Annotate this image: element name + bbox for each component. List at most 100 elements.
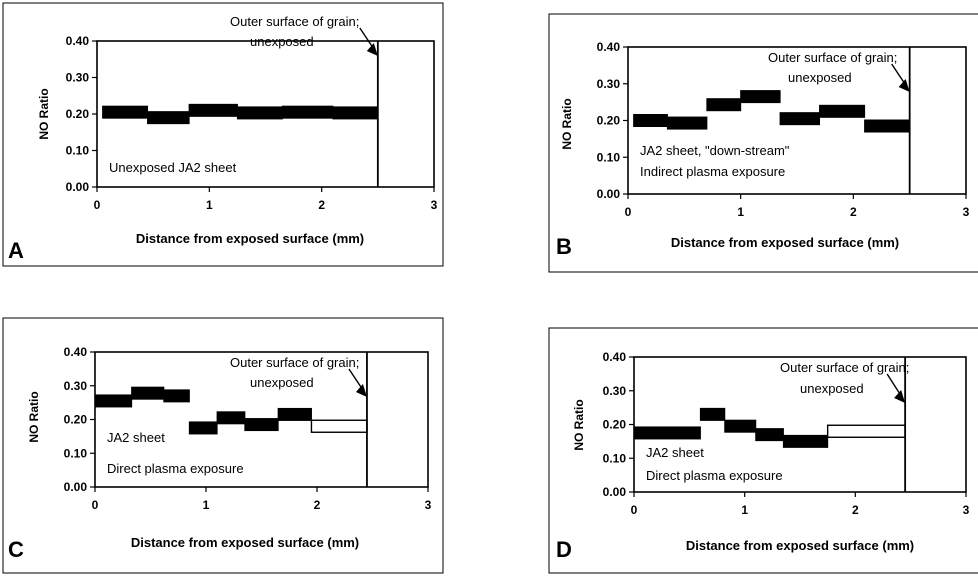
annotation-text: unexposed: [800, 381, 864, 396]
x-tick-label: 2: [318, 198, 325, 212]
chart-panel-c: 0.00 0.10 0.20 0.30 0.40 0 1 2 3 Outer surface of…: [2, 317, 444, 574]
x-tick-label: 3: [431, 198, 438, 212]
x-axis-title: Distance from exposed surface (mm): [131, 535, 359, 550]
data-segment: [216, 411, 246, 425]
panel-letter: A: [8, 238, 24, 263]
annotation-text: Outer surface of grain;: [230, 355, 359, 370]
data-segment-open: [310, 419, 368, 433]
data-segment: [755, 428, 784, 442]
y-tick-label: 0.40: [597, 40, 621, 54]
annotation-arrowhead: [894, 390, 906, 403]
sample-label: Direct plasma exposure: [646, 468, 783, 483]
plot-area: [633, 356, 967, 493]
y-axis-title: NO Ratio: [560, 98, 574, 149]
y-tick-label: 0.30: [64, 379, 88, 393]
y-tick-label: 0.00: [597, 187, 621, 201]
sample-label: JA2 sheet: [107, 430, 165, 445]
data-segment: [740, 90, 781, 104]
panel-frame: [548, 13, 978, 273]
x-axis-title: Distance from exposed surface (mm): [671, 235, 899, 250]
data-segment: [147, 111, 190, 125]
y-axis-title: NO Ratio: [572, 399, 586, 450]
y-tick-label: 0.30: [597, 77, 621, 91]
annotation-arrowhead: [366, 43, 378, 56]
data-segment: [281, 105, 334, 119]
x-axis-title: Distance from exposed surface (mm): [136, 231, 364, 246]
y-axis-title: NO Ratio: [27, 391, 41, 442]
y-tick-label: 0.20: [603, 418, 627, 432]
data-segment: [244, 418, 279, 432]
x-tick-label: 3: [963, 503, 970, 517]
data-segment: [633, 114, 668, 127]
data-segment: [819, 104, 866, 118]
y-tick-label: 0.30: [66, 71, 90, 85]
data-segment: [236, 106, 283, 120]
y-tick-label: 0.10: [66, 144, 90, 158]
x-tick-label: 2: [852, 503, 859, 517]
x-tick-label: 0: [625, 205, 632, 219]
data-segment: [706, 98, 742, 112]
y-tick-label: 0.10: [603, 451, 627, 465]
data-segment: [724, 419, 757, 433]
data-segment: [633, 426, 701, 440]
data-segment: [131, 386, 165, 400]
data-segment: [779, 112, 821, 126]
data-segment: [94, 394, 133, 408]
annotation-arrowhead: [898, 79, 910, 92]
y-tick-label: 0.00: [64, 480, 88, 494]
data-segment: [277, 407, 312, 421]
sample-label: JA2 sheet, "down-stream": [640, 143, 790, 158]
x-tick-label: 1: [737, 205, 744, 219]
y-tick-label: 0.20: [66, 107, 90, 121]
data-segment: [782, 434, 829, 448]
y-tick-label: 0.40: [603, 350, 627, 364]
annotation-text: unexposed: [788, 70, 852, 85]
sample-label: JA2 sheet: [646, 445, 704, 460]
y-tick-label: 0.10: [64, 446, 88, 460]
chart-panel-d: 0.00 0.10 0.20 0.30 0.40 0 1 2 3 Outer surface of…: [548, 327, 978, 574]
data-segment: [864, 119, 911, 133]
data-segment: [699, 407, 726, 421]
x-tick-label: 3: [425, 498, 432, 512]
sample-label: Direct plasma exposure: [107, 461, 244, 476]
x-tick-label: 0: [94, 198, 101, 212]
annotation-arrowhead: [355, 384, 367, 397]
data-segment: [332, 106, 379, 120]
x-tick-label: 1: [206, 198, 213, 212]
x-tick-label: 0: [631, 503, 638, 517]
annotation-text: unexposed: [250, 375, 314, 390]
x-tick-label: 1: [203, 498, 210, 512]
annotation-text: unexposed: [250, 34, 314, 49]
data-segment: [188, 103, 238, 117]
panel-letter: D: [556, 537, 572, 562]
data-segment: [188, 421, 218, 435]
panel-frame: [2, 317, 444, 574]
y-axis-title: NO Ratio: [37, 88, 51, 139]
y-tick-label: 0.40: [64, 345, 88, 359]
sample-label: Indirect plasma exposure: [640, 164, 785, 179]
y-tick-label: 0.40: [66, 34, 90, 48]
x-tick-label: 1: [741, 503, 748, 517]
data-segment: [163, 389, 190, 403]
data-segment-open: [826, 424, 906, 438]
sample-label: Unexposed JA2 sheet: [109, 160, 237, 175]
y-tick-label: 0.20: [64, 413, 88, 427]
y-tick-label: 0.10: [597, 150, 621, 164]
panel-frame: [548, 327, 978, 574]
x-tick-label: 0: [92, 498, 99, 512]
annotation-text: Outer surface of grain;: [780, 360, 909, 375]
y-tick-label: 0.00: [603, 485, 627, 499]
x-axis-title: Distance from exposed surface (mm): [686, 538, 914, 553]
data-segment: [102, 105, 149, 119]
chart-panel-b: 0.00 0.10 0.20 0.30 0.40 0 1 2 3 Outer surface of…: [548, 13, 978, 273]
x-tick-label: 2: [314, 498, 321, 512]
annotation-text: Outer surface of grain;: [768, 50, 897, 65]
panel-frame: [2, 2, 444, 267]
panel-letter: B: [556, 234, 572, 259]
chart-panel-a: 0.00 0.10 0.20 0.30 0.40 0 1 2 3 Outer surface of…: [2, 2, 444, 267]
x-tick-label: 3: [963, 205, 970, 219]
data-segment: [666, 116, 708, 130]
y-tick-label: 0.30: [603, 384, 627, 398]
y-tick-label: 0.20: [597, 114, 621, 128]
